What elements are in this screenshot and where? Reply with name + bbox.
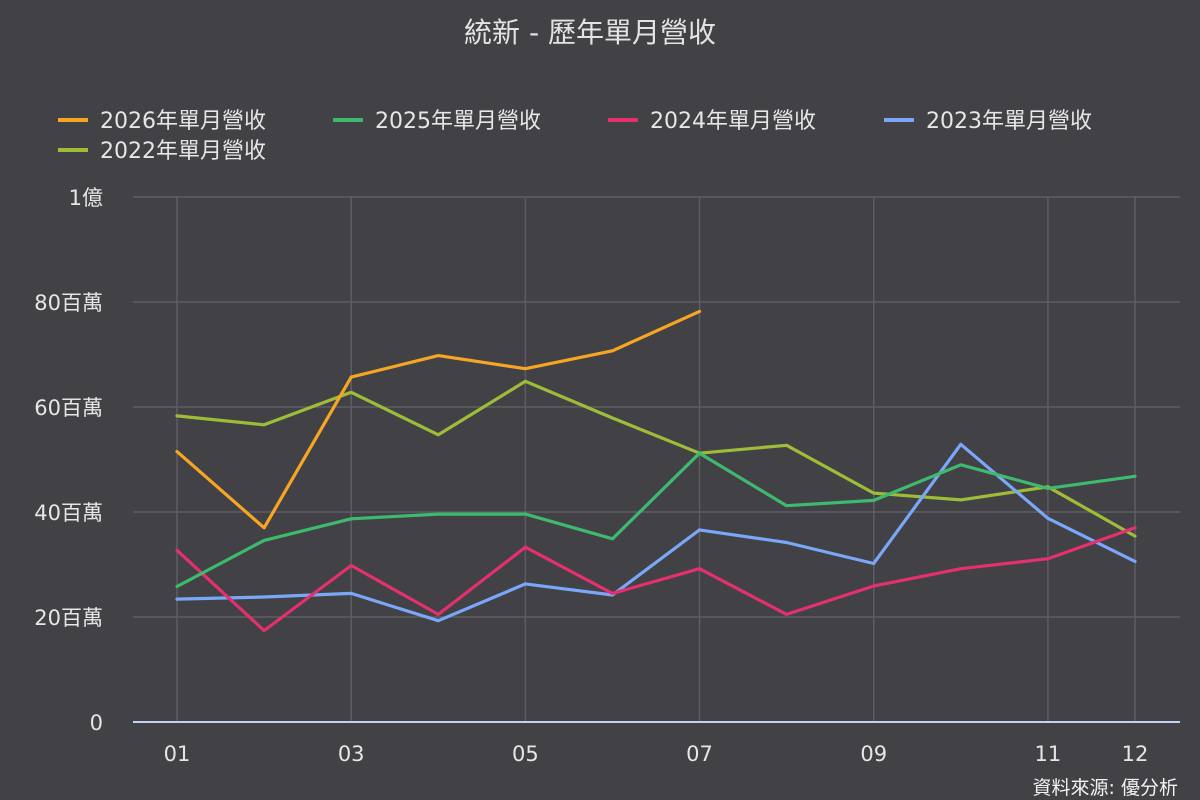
x-axis: 01 03 05 07 09 11 12 (133, 721, 1180, 766)
series-line (175, 379, 1137, 538)
x-tick-label: 12 (1122, 742, 1149, 766)
data-source-label: 資料來源: 優分析 (1033, 777, 1178, 799)
legend-item[interactable]: 2023年單月營收 (884, 109, 1092, 134)
legend-item[interactable]: 2026年單月營收 (58, 109, 266, 134)
legend: 2026年單月營收 2025年單月營收 2024年單月營收 2023年單月營收 2022… (58, 109, 1092, 164)
legend-label: 2024年單月營收 (650, 109, 816, 134)
x-tick-label: 01 (164, 742, 191, 766)
y-tick-label: 40百萬 (34, 501, 103, 525)
series-line (175, 309, 702, 530)
y-tick-label: 0 (90, 711, 103, 735)
series-line (175, 442, 1137, 623)
x-tick-label: 05 (512, 742, 539, 766)
y-tick-label: 80百萬 (34, 291, 103, 315)
y-tick-label: 1億 (69, 186, 103, 210)
series-line (175, 451, 1137, 589)
x-tick-label: 11 (1035, 742, 1062, 766)
legend-label: 2026年單月營收 (100, 109, 266, 134)
legend-label: 2022年單月營收 (100, 139, 266, 164)
series-line (175, 526, 1137, 633)
legend-item[interactable]: 2024年單月營收 (608, 109, 816, 134)
series-lines (175, 309, 1137, 633)
x-tick-label: 07 (686, 742, 713, 766)
legend-item[interactable]: 2025年單月營收 (333, 109, 541, 134)
chart-title: 統新 - 歷年單月營收 (464, 16, 716, 49)
grid (133, 196, 1180, 722)
x-tick-label: 03 (338, 742, 365, 766)
legend-label: 2025年單月營收 (375, 109, 541, 134)
legend-label: 2023年單月營收 (926, 109, 1092, 134)
y-axis: 0 20百萬 40百萬 60百萬 80百萬 1億 (34, 186, 103, 735)
y-tick-label: 20百萬 (34, 606, 103, 630)
legend-item[interactable]: 2022年單月營收 (58, 139, 266, 164)
x-tick-label: 09 (860, 742, 887, 766)
y-tick-label: 60百萬 (34, 396, 103, 420)
